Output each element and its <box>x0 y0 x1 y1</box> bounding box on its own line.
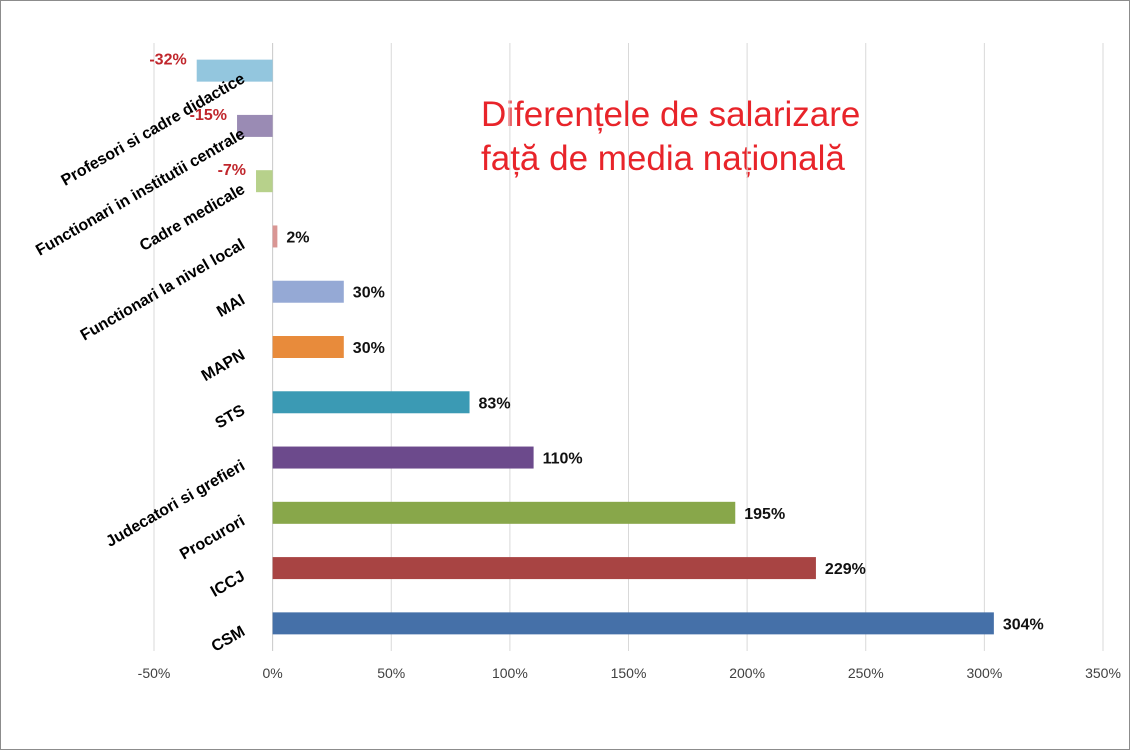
data-label: -32% <box>149 52 186 69</box>
x-tick-label: 350% <box>1085 665 1121 681</box>
chart-title: Diferențele de salarizare față de media … <box>481 93 860 181</box>
category-label: ICCJ <box>208 568 248 601</box>
bar <box>272 612 994 635</box>
x-tick-label: 300% <box>966 665 1002 681</box>
data-label: 110% <box>543 451 583 468</box>
x-tick-label: 50% <box>377 665 405 681</box>
bar <box>272 446 534 469</box>
bar <box>272 225 278 248</box>
category-label: Procurori <box>177 513 248 564</box>
chart-title-line-1: Diferențele de salarizare <box>481 95 861 134</box>
bar <box>272 280 344 303</box>
x-tick-label: 250% <box>848 665 884 681</box>
bar <box>272 501 736 524</box>
chart-title-line-2: față de media națională <box>481 139 845 178</box>
data-label: 2% <box>286 229 309 246</box>
bar <box>272 557 816 580</box>
data-label: 30% <box>353 340 385 357</box>
x-tick-label: 150% <box>611 665 647 681</box>
data-label: 304% <box>1003 616 1044 633</box>
data-label: 229% <box>825 561 866 578</box>
bar <box>196 59 273 82</box>
bar <box>272 336 344 358</box>
category-label: Functionari la nivel local <box>78 236 248 344</box>
data-label: 83% <box>479 395 511 412</box>
data-label: -7% <box>218 162 246 179</box>
x-tick-label: -50% <box>138 665 171 681</box>
x-tick-label: 100% <box>492 665 528 681</box>
category-label: MAPN <box>199 347 248 385</box>
bar <box>272 391 470 414</box>
category-label: STS <box>213 402 249 432</box>
x-tick-label: 0% <box>263 665 283 681</box>
category-label: MAI <box>214 291 248 320</box>
data-label: 30% <box>353 285 385 302</box>
bar <box>256 170 273 193</box>
category-label: CSM <box>209 623 248 656</box>
data-label: -15% <box>190 107 227 124</box>
data-label: 195% <box>744 506 785 523</box>
x-tick-label: 200% <box>729 665 765 681</box>
bar <box>237 114 273 137</box>
